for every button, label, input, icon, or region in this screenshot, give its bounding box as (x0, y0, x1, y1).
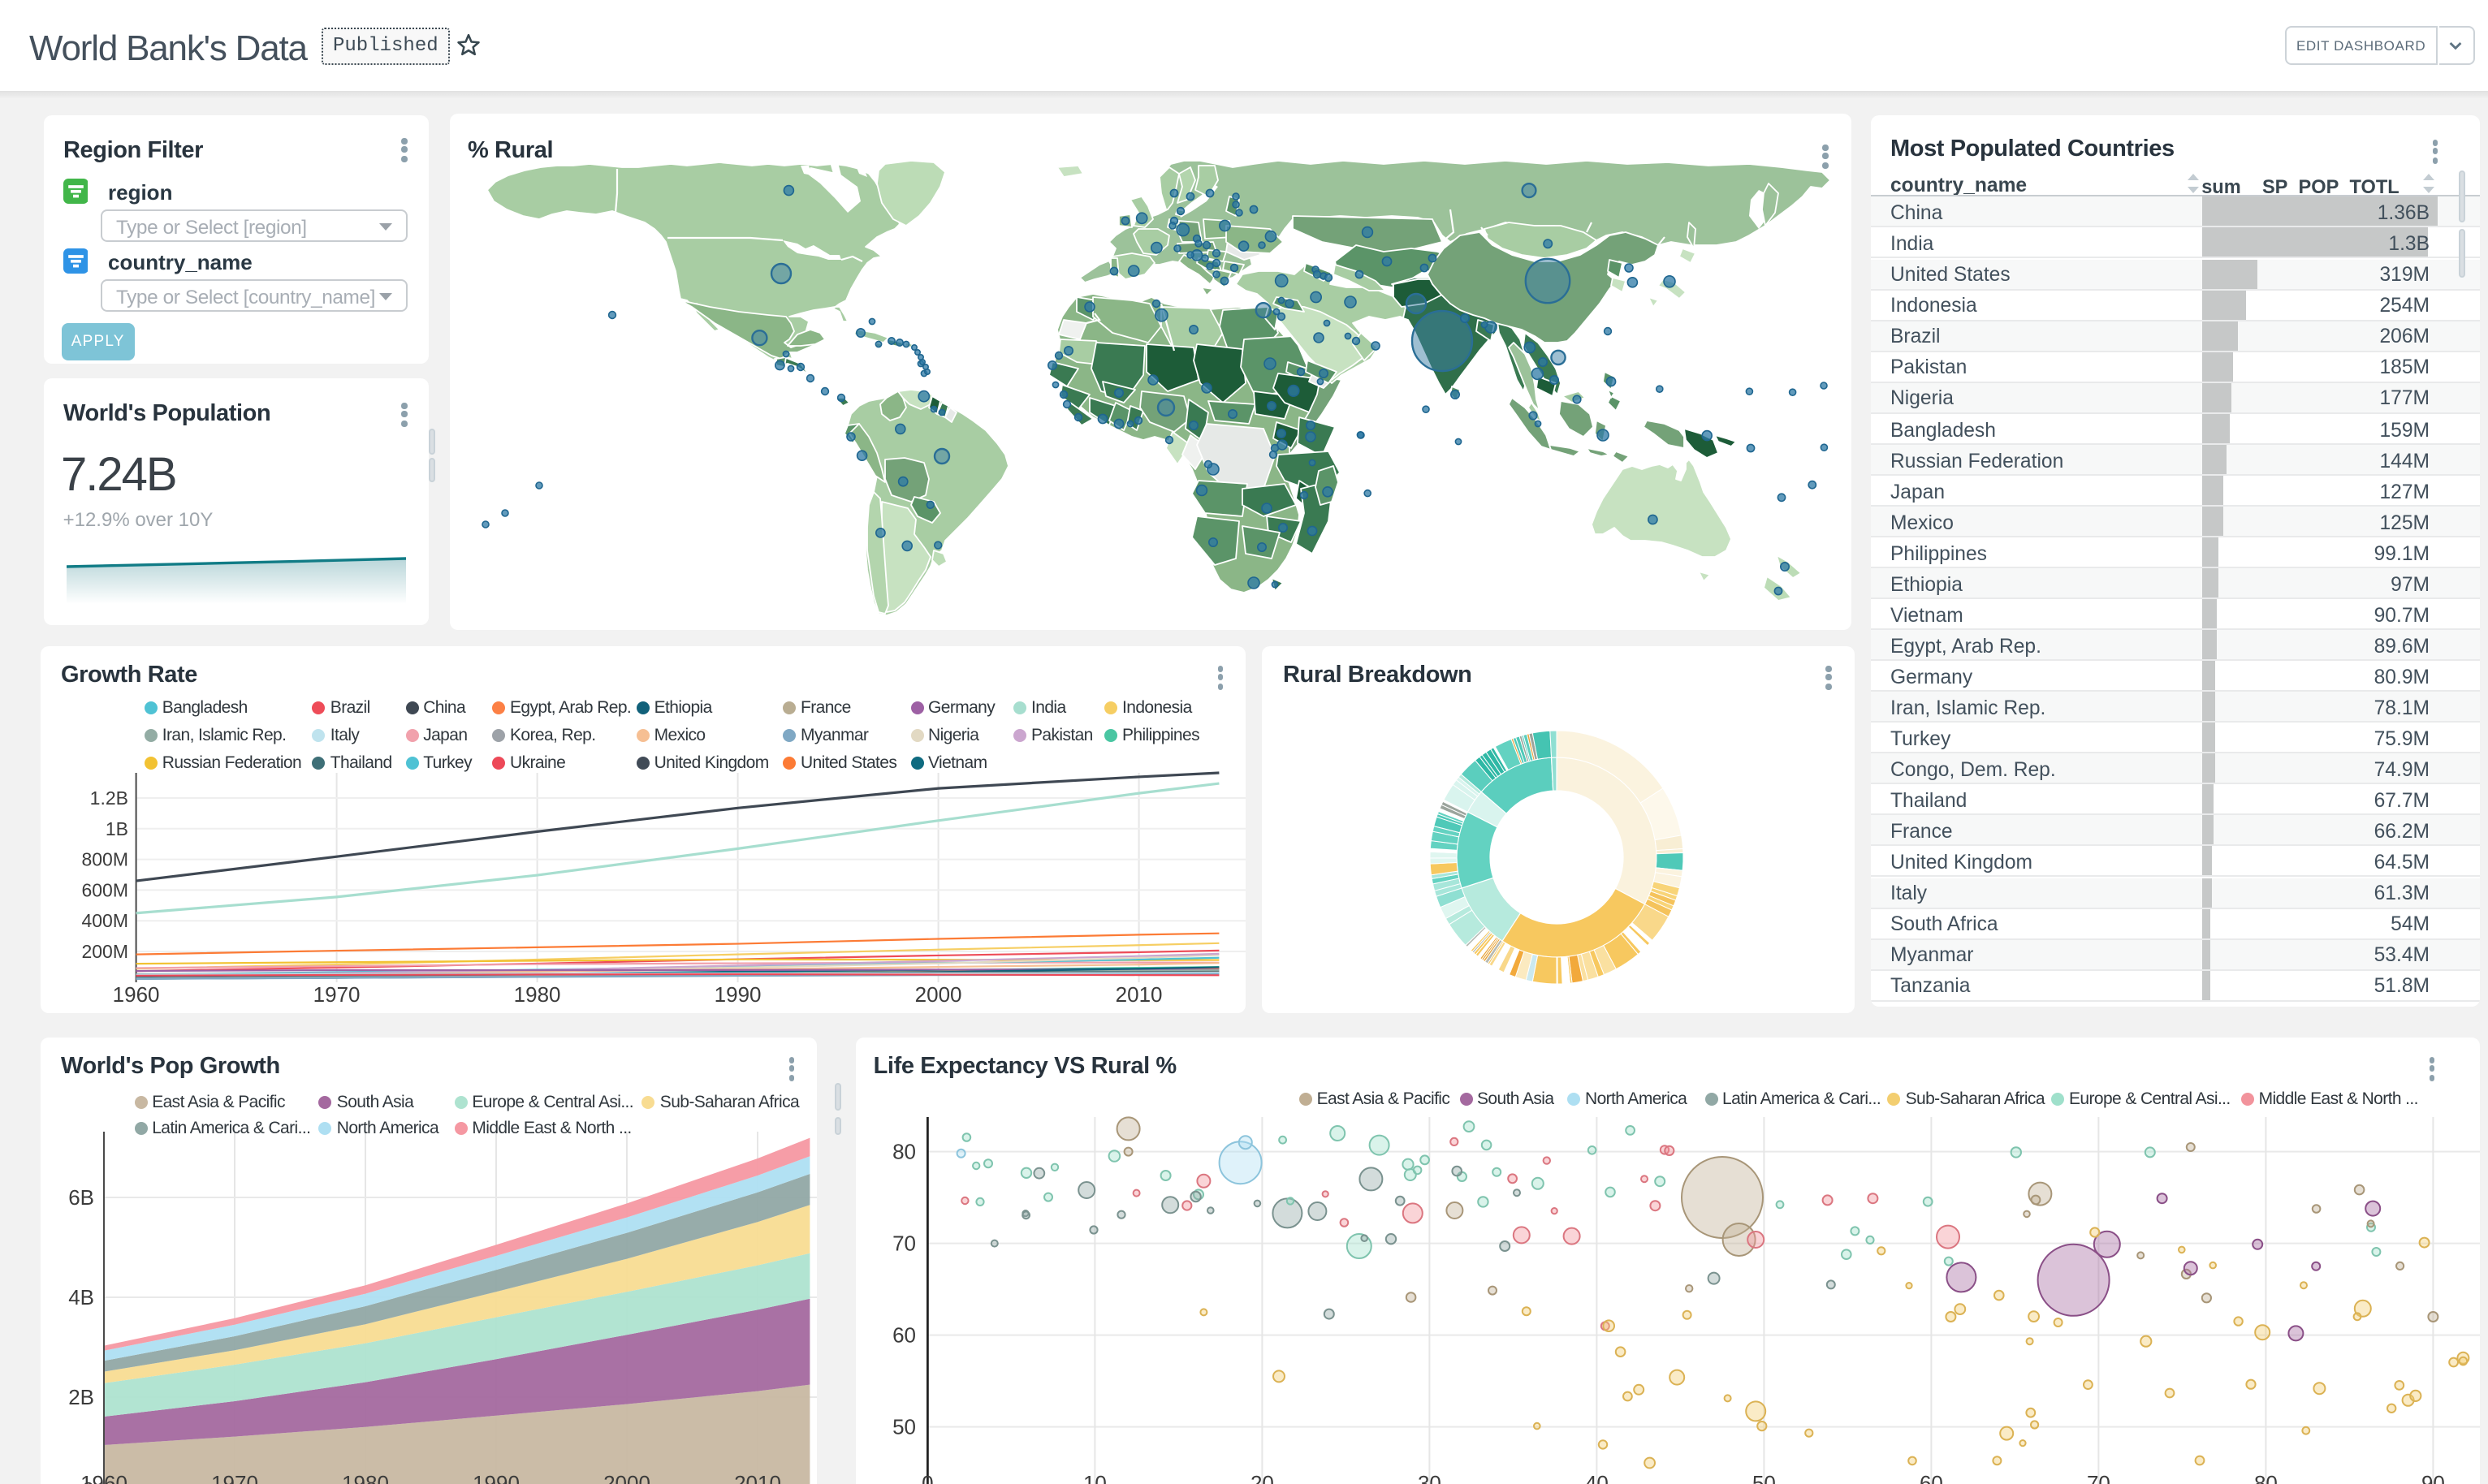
svg-text:1960: 1960 (112, 982, 159, 1007)
svg-text:20: 20 (1250, 1471, 1273, 1484)
svg-text:600M: 600M (80, 879, 127, 900)
svg-text:1970: 1970 (313, 982, 360, 1007)
svg-text:2B: 2B (67, 1385, 93, 1409)
svg-text:1B: 1B (105, 818, 127, 839)
svg-text:0: 0 (82, 1478, 93, 1484)
svg-text:0: 0 (921, 1471, 932, 1484)
svg-text:80: 80 (892, 1140, 915, 1164)
svg-text:1970: 1970 (210, 1471, 257, 1484)
svg-text:2000: 2000 (603, 1471, 650, 1484)
svg-text:2010: 2010 (733, 1471, 780, 1484)
svg-text:40: 40 (1584, 1471, 1608, 1484)
svg-text:70: 70 (2086, 1471, 2110, 1484)
svg-text:1960: 1960 (80, 1471, 127, 1484)
svg-text:2010: 2010 (1115, 982, 1162, 1007)
svg-text:70: 70 (892, 1232, 915, 1256)
svg-text:1980: 1980 (341, 1471, 388, 1484)
svg-text:1990: 1990 (714, 982, 761, 1007)
svg-text:50: 50 (892, 1415, 915, 1439)
svg-text:50: 50 (1752, 1471, 1775, 1484)
svg-text:10: 10 (1082, 1471, 1106, 1484)
svg-text:60: 60 (1919, 1471, 1942, 1484)
svg-text:1980: 1980 (513, 982, 560, 1007)
svg-text:60: 60 (892, 1323, 915, 1348)
svg-text:30: 30 (1417, 1471, 1441, 1484)
svg-text:90: 90 (2421, 1471, 2444, 1484)
svg-text:1990: 1990 (472, 1471, 519, 1484)
svg-text:80: 80 (2253, 1471, 2277, 1484)
svg-text:2000: 2000 (914, 982, 961, 1007)
svg-text:4B: 4B (67, 1285, 93, 1309)
svg-text:6B: 6B (67, 1185, 93, 1210)
svg-text:800M: 800M (80, 849, 127, 870)
svg-text:200M: 200M (80, 941, 127, 962)
svg-text:400M: 400M (80, 910, 127, 931)
svg-text:1.2B: 1.2B (89, 787, 127, 809)
